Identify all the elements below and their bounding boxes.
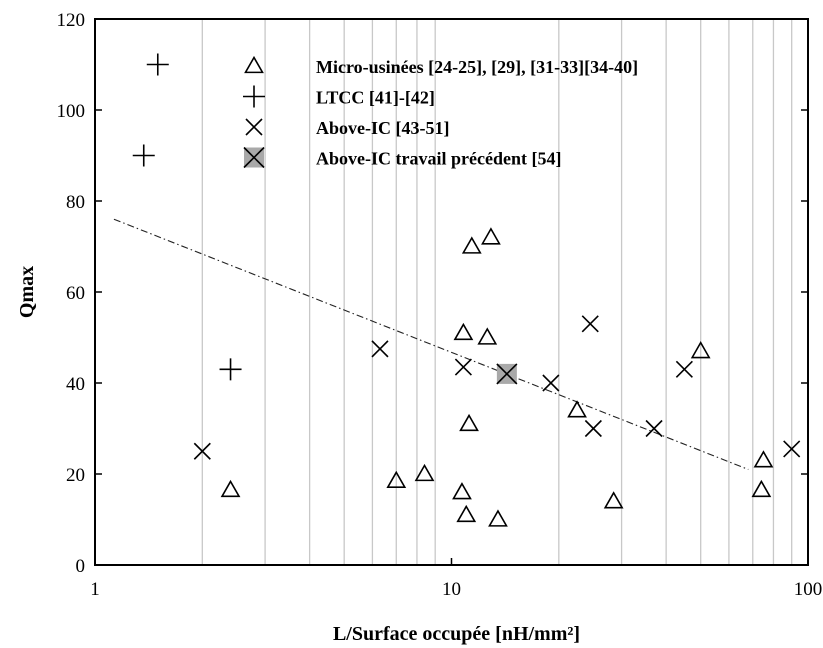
cross-marker-b	[675, 360, 693, 378]
triangle-marker	[753, 450, 774, 468]
legend-marker-cross-boxed	[243, 146, 265, 169]
data-point-triangle	[567, 400, 587, 418]
cross-marker-b	[496, 363, 518, 385]
data-point-plus	[146, 53, 169, 76]
x-tick-label: 10	[442, 579, 461, 600]
x-axis-title: L/Surface occupée [nH/mm²]	[333, 623, 580, 645]
data-point-triangle	[459, 413, 479, 432]
cross-marker-b	[645, 419, 663, 438]
data-point-triangle	[751, 479, 772, 498]
triangle-marker	[244, 55, 264, 74]
y-axis-title: Qmax	[16, 266, 38, 318]
grid-lines	[201, 19, 793, 565]
cross-marker-b	[581, 315, 599, 333]
y-tick-label: 20	[66, 465, 85, 486]
legend-marker-triangle	[244, 55, 264, 74]
legend-label: Above-IC travail précédent [54]	[316, 149, 561, 169]
data-point-triangle	[603, 491, 624, 509]
legend-label: Above-IC [43-51]	[316, 118, 449, 138]
data-point-cross	[645, 419, 663, 438]
triangle-marker	[477, 327, 498, 345]
data-point-triangle	[386, 470, 407, 489]
y-tick-label: 0	[76, 556, 86, 577]
data-point-cross	[371, 340, 389, 358]
data-point-triangle	[753, 450, 774, 468]
triangle-marker	[456, 504, 477, 523]
legend-marker-plus	[243, 85, 265, 108]
data-point-triangle	[461, 236, 482, 254]
triangle-marker	[414, 463, 435, 482]
cross-marker-b	[783, 440, 801, 458]
data-point-triangle	[488, 509, 508, 527]
y-tick-label: 120	[57, 10, 86, 31]
data-point-plus	[219, 358, 242, 381]
data-point-cross	[193, 442, 211, 460]
cross-marker-b	[371, 340, 389, 358]
x-tick-label: 100	[794, 579, 823, 600]
data-point-cross	[584, 419, 602, 438]
y-tick-label: 100	[57, 101, 86, 122]
triangle-marker	[461, 236, 482, 254]
triangle-marker	[452, 482, 472, 500]
cross-marker-b	[584, 419, 602, 438]
y-tick-label: 40	[66, 374, 85, 395]
triangle-marker	[453, 322, 474, 341]
cross-marker-b	[243, 146, 265, 169]
y-tick-label: 60	[66, 283, 85, 304]
data-point-cross	[675, 360, 693, 378]
triangle-marker	[459, 413, 479, 432]
triangle-marker	[690, 341, 711, 359]
data-point-triangle	[453, 322, 474, 341]
cross-marker-b	[245, 118, 263, 136]
triangle-marker	[488, 509, 508, 527]
triangle-marker	[386, 470, 407, 489]
triangle-marker	[481, 227, 501, 245]
cross-marker-b	[542, 374, 560, 392]
data-point-triangle	[220, 479, 241, 498]
triangle-marker	[220, 479, 241, 498]
trendline-layer	[113, 218, 749, 470]
x-tick-label: 1	[90, 579, 100, 600]
cross-marker-b	[193, 442, 211, 460]
triangle-marker	[567, 400, 587, 418]
data-point-triangle	[456, 504, 477, 523]
triangle-marker	[751, 479, 772, 498]
data-point-triangle	[481, 227, 501, 245]
data-point-cross	[542, 374, 560, 392]
legend-label: Micro-usinées [24-25], [29], [31-33][34-…	[316, 57, 638, 77]
data-point-triangle	[690, 341, 711, 359]
legend-label: LTCC [41]-[42]	[316, 88, 435, 108]
legend-marker-cross	[245, 118, 263, 136]
triangle-marker	[603, 491, 624, 509]
data-points	[132, 53, 801, 527]
data-point-cross-boxed	[496, 363, 518, 385]
data-point-cross	[783, 440, 801, 458]
legend: Micro-usinées [24-25], [29], [31-33][34-…	[243, 55, 638, 169]
cross-marker-b	[454, 358, 472, 376]
data-point-triangle	[477, 327, 498, 345]
data-point-cross	[581, 315, 599, 333]
data-point-triangle	[452, 482, 472, 500]
data-point-plus	[132, 144, 155, 167]
y-tick-label: 80	[66, 192, 85, 213]
data-point-cross	[454, 358, 472, 376]
data-point-triangle	[414, 463, 435, 482]
trendline	[113, 218, 749, 470]
